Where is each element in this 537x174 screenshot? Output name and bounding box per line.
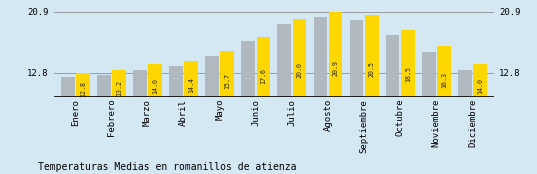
Bar [112,70,126,169]
Bar [184,61,198,169]
Bar [133,70,147,169]
Text: 20.9: 20.9 [332,60,339,76]
Text: 13.2: 13.2 [116,80,122,96]
Text: 20.0: 20.0 [296,62,302,78]
Bar [278,24,291,169]
Bar [97,75,111,169]
Bar [242,41,255,169]
Text: 17.6: 17.6 [260,68,266,84]
Bar [257,37,270,169]
Bar [329,12,343,169]
Bar [148,64,162,169]
Bar [76,73,90,169]
Text: 14.0: 14.0 [477,78,483,94]
Bar [473,64,487,169]
Bar [350,20,364,169]
Bar [437,46,451,169]
Text: 15.7: 15.7 [224,73,230,89]
Bar [386,35,400,169]
Text: 18.5: 18.5 [405,66,411,82]
Bar [314,17,327,169]
Bar [365,15,379,169]
Bar [401,30,415,169]
Bar [205,56,219,169]
Bar [422,52,436,169]
Bar [61,77,75,169]
Bar [293,19,306,169]
Text: Temperaturas Medias en romanillos de atienza: Temperaturas Medias en romanillos de ati… [38,162,296,172]
Bar [458,70,471,169]
Text: 14.4: 14.4 [188,77,194,93]
Text: 12.8: 12.8 [80,81,86,97]
Text: 16.3: 16.3 [441,72,447,88]
Text: 20.5: 20.5 [369,61,375,77]
Bar [221,51,234,169]
Text: 14.0: 14.0 [152,78,158,94]
Bar [169,66,183,169]
